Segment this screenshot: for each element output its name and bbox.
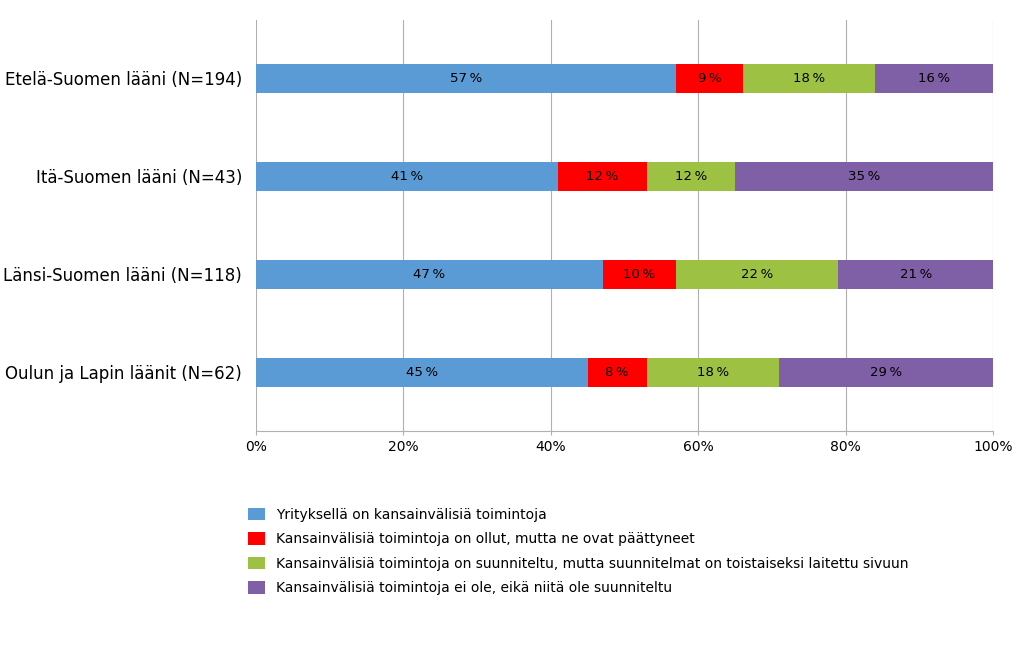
Text: 8 %: 8 % [605,366,629,379]
Bar [676,64,742,93]
Bar [647,357,779,387]
Bar [876,64,993,93]
Text: 41 %: 41 % [391,170,423,183]
Bar [256,64,676,93]
Bar [558,162,647,191]
Text: 10 %: 10 % [624,268,655,281]
Text: 57 %: 57 % [450,72,482,85]
Text: 18 %: 18 % [793,72,825,85]
Text: 18 %: 18 % [697,366,729,379]
Bar [742,64,876,93]
Text: 47 %: 47 % [414,268,445,281]
Text: 22 %: 22 % [741,268,773,281]
Bar [256,162,558,191]
Bar [839,259,993,289]
Text: 16 %: 16 % [919,72,950,85]
Text: 35 %: 35 % [848,170,881,183]
Text: 9 %: 9 % [697,72,721,85]
Bar [735,162,993,191]
Bar [256,357,588,387]
Bar [588,357,647,387]
Text: 12 %: 12 % [675,170,708,183]
Text: 21 %: 21 % [900,268,932,281]
Bar [602,259,676,289]
Bar [779,357,993,387]
Text: 29 %: 29 % [870,366,902,379]
Text: 45 %: 45 % [406,366,438,379]
Bar [256,259,602,289]
Bar [676,259,839,289]
Text: 12 %: 12 % [587,170,618,183]
Bar [647,162,735,191]
Legend: Yrityksellä on kansainvälisiä toimintoja, Kansainvälisiä toimintoja on ollut, mu: Yrityksellä on kansainvälisiä toimintoja… [248,508,908,595]
